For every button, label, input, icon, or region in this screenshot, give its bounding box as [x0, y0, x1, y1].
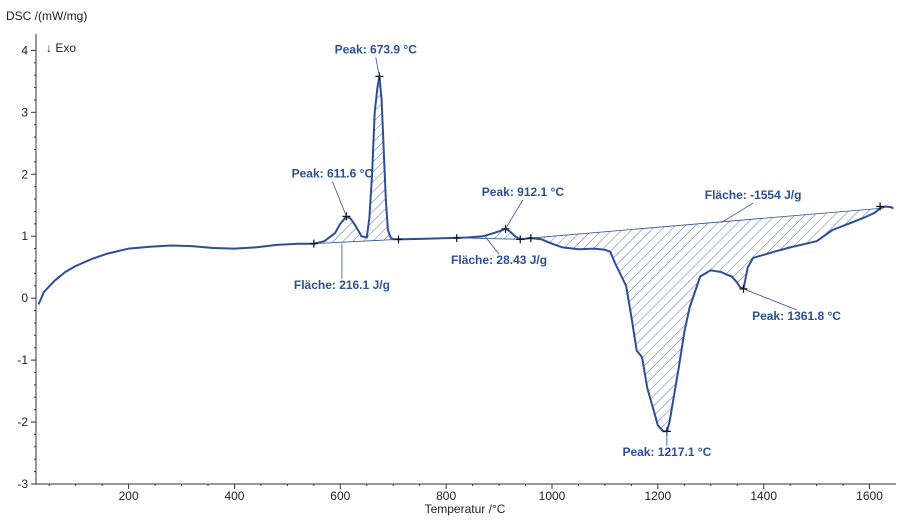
annotation-leader [331, 181, 347, 217]
annotation-leader [485, 237, 500, 255]
y-tick-label: 2 [21, 167, 28, 181]
shaded-area-group [313, 76, 881, 432]
peak-marker [876, 202, 885, 211]
annotation-label: Fläche: 216.1 J/g [294, 278, 390, 292]
x-axis-title: Temperatur /°C [425, 502, 506, 516]
y-axis-title: DSC /(mW/mg) [6, 9, 87, 23]
annotation-label: Peak: 1361.8 °C [752, 309, 841, 323]
y-tick-label: -3 [17, 477, 28, 491]
chart-axes: -3 -2 -1 0 1 2 3 4 200 400 600 800 1000 1200 1400 1600 [17, 34, 896, 503]
annotation-label: Peak: 611.6 °C [292, 166, 374, 180]
x-tick-label: 1600 [856, 489, 883, 503]
x-tick-label: 200 [119, 489, 139, 503]
y-tick-label: -1 [17, 353, 28, 367]
x-tick-label: 800 [436, 489, 456, 503]
annotation-label: Peak: 1217.1 °C [622, 445, 711, 459]
annotation-label: Peak: 673.9 °C [335, 42, 418, 56]
x-tick-label: 600 [330, 489, 350, 503]
peak-marker-group [309, 72, 885, 436]
annotation-label: Peak: 912.1 °C [482, 185, 565, 199]
x-tick-label: 1400 [750, 489, 777, 503]
annotation-leader [743, 288, 797, 311]
exo-indicator: ↓ Exo [46, 41, 76, 55]
annotation-group: Peak: 673.9 °C Peak: 611.6 °C Fläche: 216.… [292, 42, 842, 459]
x-tick-label: 1200 [644, 489, 671, 503]
peak-area-hatch [530, 208, 881, 432]
peak-area-hatch [313, 76, 399, 244]
annotation-label: Fläche: -1554 J/g [705, 188, 802, 202]
peak-marker [516, 235, 525, 244]
annotation-label: Fläche: 28.43 J/g [451, 253, 547, 267]
y-tick-label: 3 [21, 105, 28, 119]
peak-marker [452, 234, 461, 243]
baseline-segment [530, 207, 881, 239]
annotation-leader [375, 57, 380, 77]
annotation-leader [721, 202, 754, 223]
peak-marker [375, 72, 384, 81]
y-tick-label: -2 [17, 415, 28, 429]
y-tick-label: 4 [21, 43, 28, 57]
annotation-leader [505, 199, 524, 229]
y-tick-label: 1 [21, 229, 28, 243]
peak-marker [342, 212, 351, 221]
x-tick-label: 400 [224, 489, 244, 503]
peak-marker [394, 235, 403, 244]
peak-marker [526, 234, 535, 243]
baseline-segment [313, 238, 399, 245]
peak-area-hatch [456, 228, 521, 240]
peak-marker [309, 239, 318, 248]
x-tick-label: 1000 [539, 489, 566, 503]
y-tick-label: 0 [21, 291, 28, 305]
